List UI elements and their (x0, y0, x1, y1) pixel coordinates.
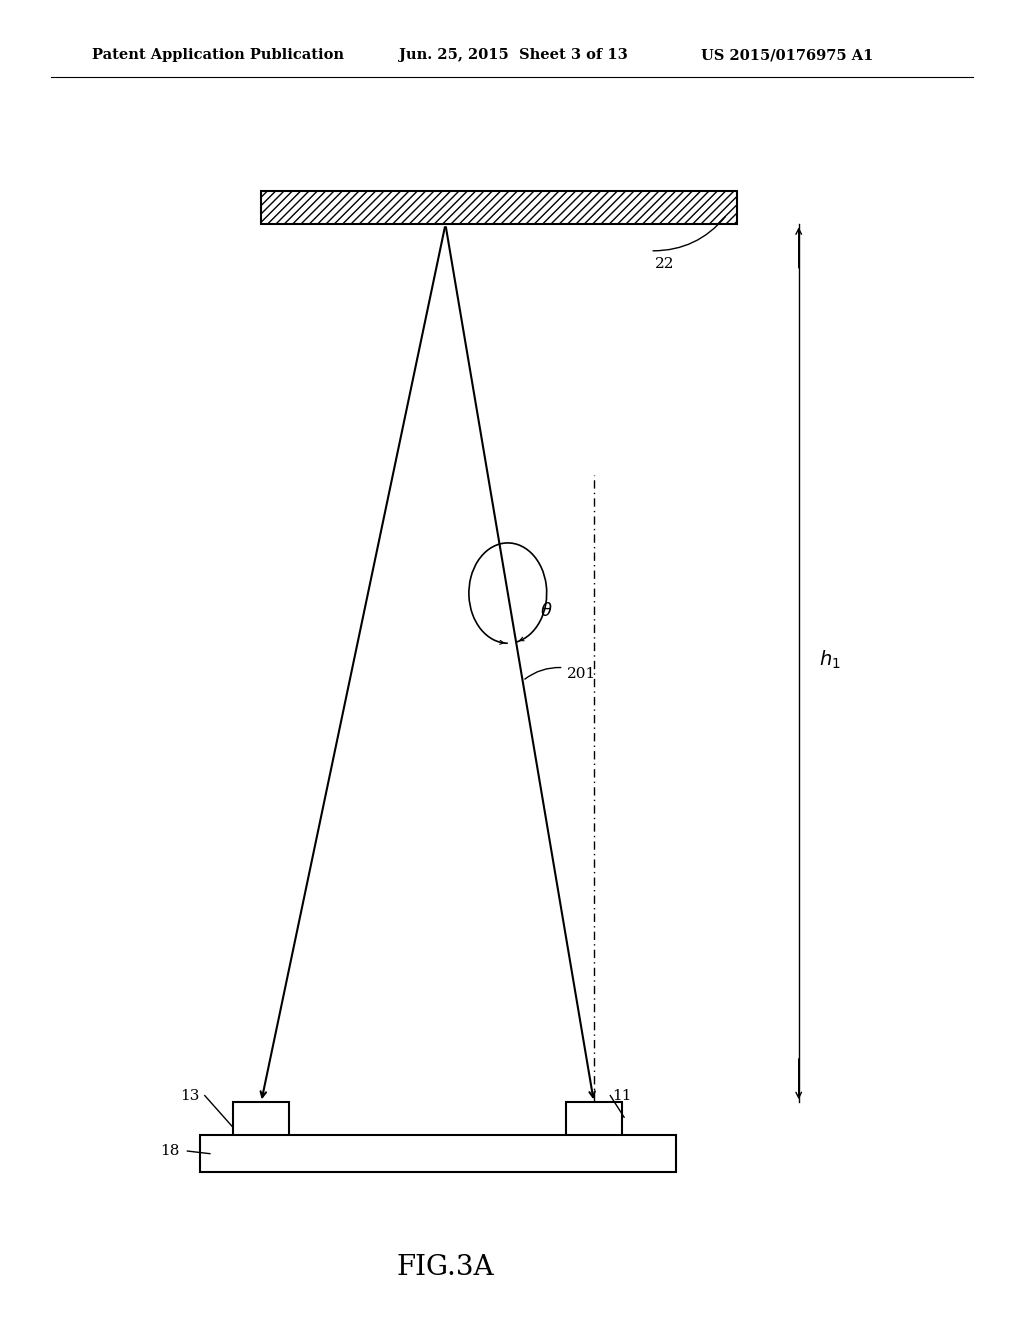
Text: 22: 22 (655, 257, 675, 271)
Text: $\theta$: $\theta$ (540, 602, 552, 619)
Text: 201: 201 (566, 667, 596, 681)
Text: FIG.3A: FIG.3A (396, 1254, 495, 1280)
Bar (200, 1135, 676, 1172)
Bar (261, 191, 737, 224)
Text: 11: 11 (612, 1089, 632, 1102)
Bar (233, 1102, 290, 1152)
Bar (565, 1102, 623, 1152)
Text: Patent Application Publication: Patent Application Publication (92, 49, 344, 62)
Text: 13: 13 (180, 1089, 200, 1102)
Text: Jun. 25, 2015  Sheet 3 of 13: Jun. 25, 2015 Sheet 3 of 13 (399, 49, 628, 62)
Text: US 2015/0176975 A1: US 2015/0176975 A1 (701, 49, 873, 62)
Text: $h_1$: $h_1$ (819, 649, 841, 671)
Text: 18: 18 (160, 1144, 179, 1158)
